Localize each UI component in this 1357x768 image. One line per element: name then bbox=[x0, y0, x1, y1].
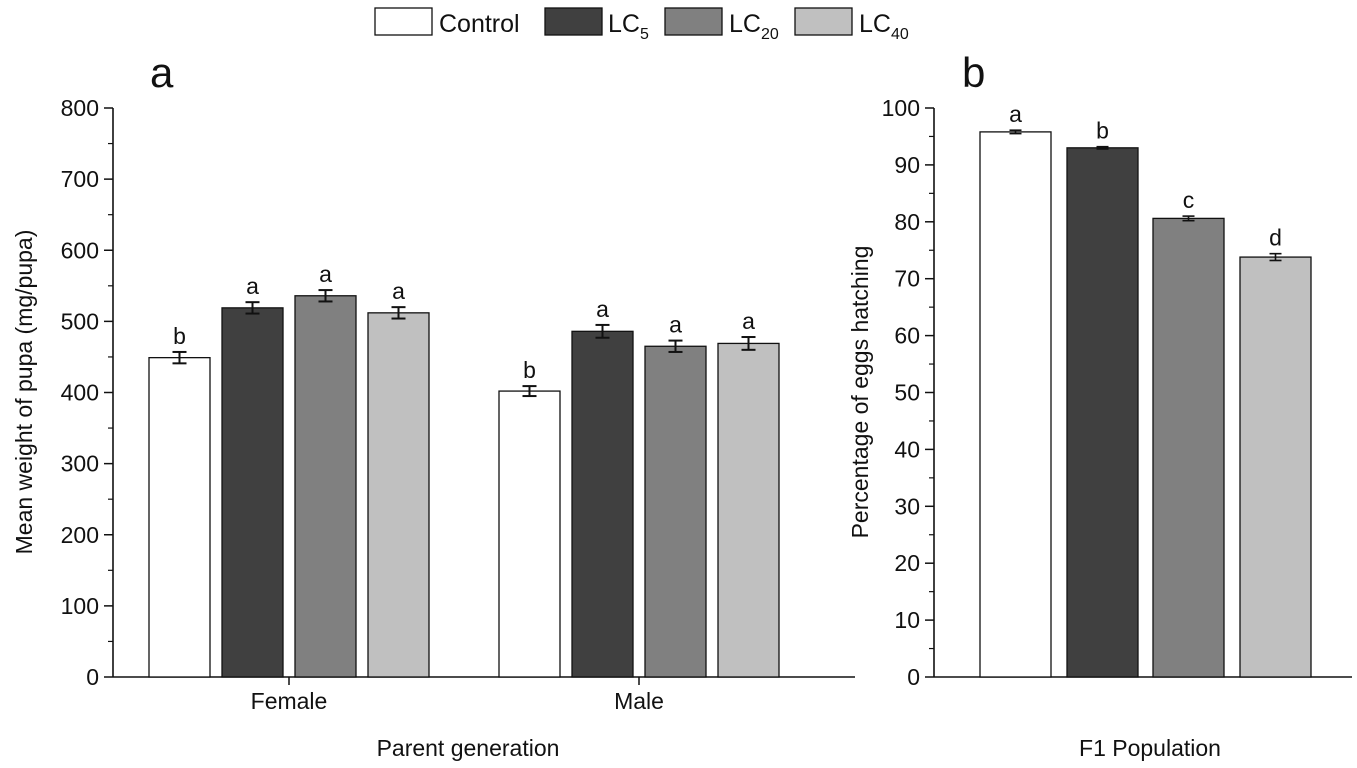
legend-label-subscript-3: 40 bbox=[891, 26, 909, 43]
legend-label-text-1: LC bbox=[608, 10, 640, 38]
panel-b-ytick-label: 0 bbox=[907, 664, 920, 690]
panel-a-y-axis-title: Mean weight of pupa (mg/pupa) bbox=[11, 230, 37, 555]
panel-a-ytick-label: 0 bbox=[86, 664, 99, 690]
legend-swatch-0 bbox=[374, 7, 433, 36]
panel-a-xtick-label: Female bbox=[251, 688, 328, 714]
panel-b-bar bbox=[1152, 217, 1225, 678]
panel-b-x-axis-title: F1 Population bbox=[1079, 735, 1221, 761]
panel-b-chart: b 0 10 20 30 40 50 60 70 80 90 100 Percentage of egg… bbox=[847, 49, 1352, 761]
panel-b-ytick-label: 80 bbox=[894, 209, 920, 235]
panel-a-label: a bbox=[150, 49, 174, 96]
panel-a-significance-letter: b bbox=[523, 357, 536, 383]
panel-a-bar bbox=[717, 342, 780, 678]
panel-b-significance-letter: d bbox=[1269, 225, 1282, 251]
panel-a-ytick-label: 200 bbox=[61, 522, 99, 548]
panel-a-bar bbox=[644, 345, 707, 678]
panel-a-ytick-label: 600 bbox=[61, 237, 99, 263]
legend-label-text-3: LC bbox=[859, 10, 891, 38]
panel-b-ytick-label: 60 bbox=[894, 323, 920, 349]
panel-b-significance-letter: b bbox=[1096, 118, 1109, 144]
legend-label-subscript-1: 5 bbox=[640, 26, 649, 43]
legend-label-3: LC40 bbox=[859, 10, 909, 43]
panel-a-x-axis-title: Parent generation bbox=[377, 735, 560, 761]
legend-label-2: LC20 bbox=[729, 10, 779, 43]
panel-a-ytick-label: 300 bbox=[61, 451, 99, 477]
panel-a-bar bbox=[148, 356, 211, 678]
panel-a-bar bbox=[221, 307, 284, 678]
panel-b-bar bbox=[1239, 256, 1312, 678]
panel-b-ytick-label: 20 bbox=[894, 550, 920, 576]
legend-label-text-2: LC bbox=[729, 10, 761, 38]
panel-a-xtick-label: Male bbox=[614, 688, 664, 714]
panel-a-ytick-label: 800 bbox=[61, 95, 99, 121]
panel-a-significance-letter: a bbox=[319, 261, 332, 287]
panel-b-ytick-label: 100 bbox=[882, 95, 920, 121]
panel-b-ytick-label: 90 bbox=[894, 152, 920, 178]
panel-b-bar bbox=[979, 131, 1052, 678]
panel-b-ytick-label: 70 bbox=[894, 266, 920, 292]
panel-a-significance-letter: b bbox=[173, 323, 186, 349]
panel-a-ytick-label: 700 bbox=[61, 166, 99, 192]
panel-a-ytick-label: 100 bbox=[61, 593, 99, 619]
panel-b-ytick-label: 10 bbox=[894, 607, 920, 633]
panel-b-bar bbox=[1066, 147, 1139, 678]
panel-a-bar bbox=[294, 295, 357, 678]
legend-swatch-1 bbox=[544, 7, 603, 36]
panel-a-significance-letter: a bbox=[669, 312, 682, 338]
legend-label-text-0: Control bbox=[439, 10, 520, 38]
legend-swatch-2 bbox=[664, 7, 723, 36]
legend-label-subscript-2: 20 bbox=[761, 26, 779, 43]
legend-label-0: Control bbox=[439, 10, 520, 38]
legend-label-1: LC5 bbox=[608, 10, 649, 43]
panel-a-ytick-label: 500 bbox=[61, 308, 99, 334]
panel-a-significance-letter: a bbox=[596, 296, 609, 322]
panel-b-significance-letter: a bbox=[1009, 101, 1022, 127]
panel-b-ytick-label: 40 bbox=[894, 436, 920, 462]
panel-a-ytick-label: 400 bbox=[61, 380, 99, 406]
panel-b-label: b bbox=[962, 49, 985, 96]
panel-a-bar bbox=[498, 390, 561, 678]
legend: Control LC5 LC20 LC40 bbox=[374, 7, 909, 43]
panel-a-chart: a 0 100 200 300 400 500 600 700 800 Mean weight of… bbox=[11, 49, 855, 761]
panel-a-significance-letter: a bbox=[742, 308, 755, 334]
legend-swatch-3 bbox=[794, 7, 853, 36]
panel-b-ytick-label: 50 bbox=[894, 380, 920, 406]
panel-b-ytick-label: 30 bbox=[894, 493, 920, 519]
panel-b-significance-letter: c bbox=[1183, 187, 1195, 213]
panel-a-bar bbox=[571, 330, 634, 678]
panel-a-significance-letter: a bbox=[246, 273, 259, 299]
panel-a-bar bbox=[367, 312, 430, 678]
panel-a-significance-letter: a bbox=[392, 278, 405, 304]
panel-b-y-axis-title: Percentage of eggs hatching bbox=[847, 246, 873, 539]
